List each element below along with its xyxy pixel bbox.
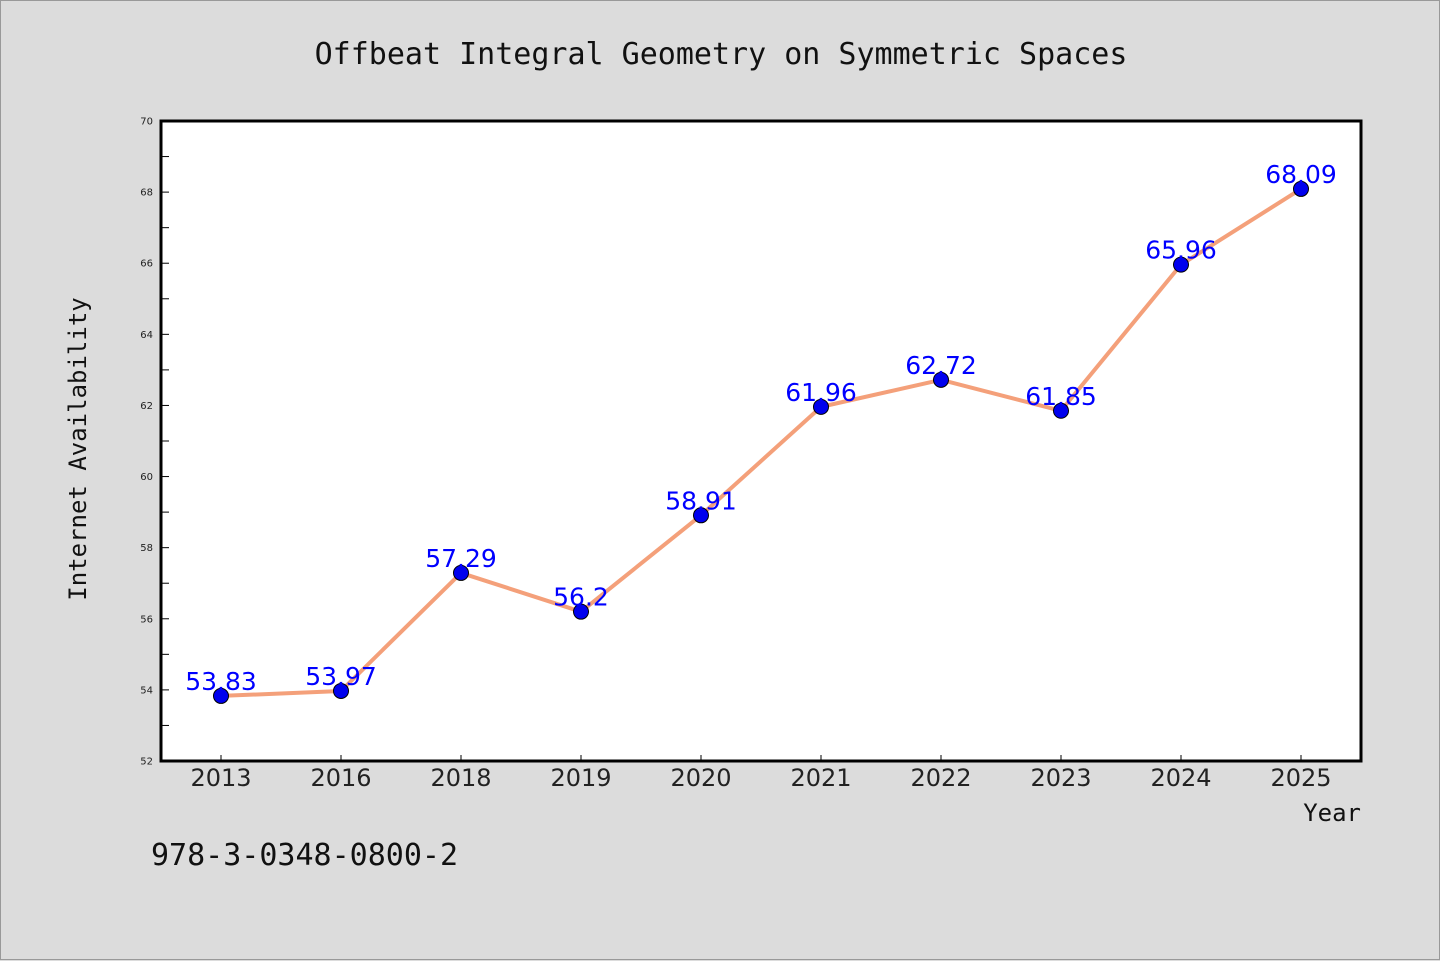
data-point (813, 398, 829, 415)
x-tick-label: 2022 (910, 764, 971, 792)
data-label: 65.96 (1145, 236, 1217, 265)
data-label: 61.85 (1025, 382, 1097, 411)
x-tick-label: 2025 (1270, 764, 1331, 792)
series-line (220, 187, 1303, 698)
chart-title: Offbeat Integral Geometry on Symmetric S… (315, 37, 1128, 72)
data-label: 62.72 (905, 351, 977, 380)
data-point (1053, 402, 1069, 419)
data-point (333, 682, 349, 699)
x-tick-label: 2020 (670, 764, 731, 792)
x-tick-label: 2016 (310, 764, 371, 792)
x-axis: 2013 2016 2018 2019 2020 2021 2022 2023 2024 2025 (190, 755, 1332, 792)
x-tick-label: 2018 (430, 764, 491, 792)
x-tick-label: 2023 (1030, 764, 1091, 792)
data-point (573, 603, 589, 620)
y-tick-label: 60 (140, 472, 153, 483)
data-point (693, 507, 709, 524)
data-point (213, 687, 229, 704)
x-tick-label: 2024 (1150, 764, 1211, 792)
footer-isbn: 978-3-0348-0800-2 (151, 838, 458, 873)
data-label: 61.96 (785, 378, 857, 407)
y-tick-label: 54 (140, 685, 153, 696)
data-label: 58.91 (665, 486, 737, 515)
y-tick-label: 70 (140, 117, 153, 128)
data-label: 53.83 (185, 667, 257, 696)
y-tick-label: 58 (140, 543, 153, 554)
data-label: 57.29 (425, 544, 497, 573)
data-label: 68.09 (1265, 160, 1337, 189)
plot-area (159, 119, 1363, 763)
y-axis-label: Internet Availability (64, 297, 92, 600)
y-tick-label: 68 (140, 188, 153, 199)
y-tick-label: 62 (140, 401, 153, 412)
x-tick-label: 2021 (790, 764, 851, 792)
data-point (933, 371, 949, 388)
y-tick-label: 66 (140, 259, 153, 270)
x-tick-label: 2019 (550, 764, 611, 792)
data-point (1173, 256, 1189, 273)
data-labels: 53.83 53.97 57.29 56.2 58.91 61.96 62.72 61.85 6… (185, 160, 1337, 696)
series (213, 180, 1309, 704)
data-label: 56.2 (553, 583, 609, 612)
y-axis: 52 54 56 58 60 62 64 66 68 70 (140, 117, 169, 768)
data-label: 53.97 (305, 662, 377, 691)
y-tick-label: 64 (140, 330, 153, 341)
data-point (453, 564, 469, 581)
x-axis-label: Year (1303, 799, 1361, 827)
y-tick-label: 56 (140, 614, 153, 625)
y-tick-label: 52 (140, 757, 153, 768)
data-point (1293, 180, 1309, 197)
x-tick-label: 2013 (190, 764, 251, 792)
